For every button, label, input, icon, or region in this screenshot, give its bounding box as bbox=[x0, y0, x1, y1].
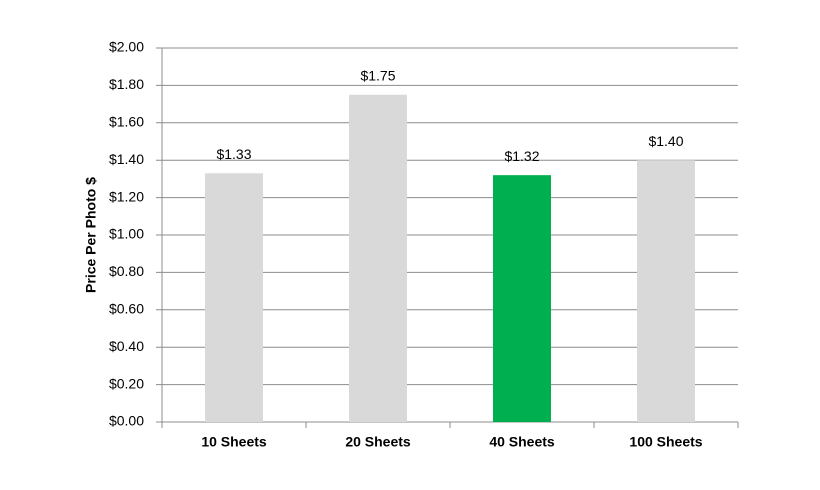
bar bbox=[349, 94, 407, 422]
x-tick-label: 100 Sheets bbox=[629, 434, 702, 450]
y-tick-label: $0.00 bbox=[109, 413, 144, 429]
value-label: $1.32 bbox=[504, 148, 539, 164]
y-tick-label: $1.20 bbox=[109, 188, 144, 204]
bar bbox=[637, 160, 695, 422]
y-tick-label: $0.20 bbox=[109, 375, 144, 391]
bar bbox=[493, 175, 551, 422]
y-tick-label: $1.80 bbox=[109, 76, 144, 92]
y-tick-label: $1.40 bbox=[109, 151, 144, 167]
bar bbox=[205, 173, 263, 422]
y-tick-label: $0.40 bbox=[109, 338, 144, 354]
x-tick-label: 40 Sheets bbox=[489, 434, 555, 450]
value-label: $1.33 bbox=[216, 146, 251, 162]
y-tick-label: $1.60 bbox=[109, 114, 144, 130]
y-tick-label: $0.60 bbox=[109, 301, 144, 317]
value-label: $1.75 bbox=[360, 67, 395, 83]
x-tick-label: 10 Sheets bbox=[201, 434, 267, 450]
y-tick-label: $2.00 bbox=[109, 39, 144, 55]
value-label: $1.40 bbox=[648, 133, 683, 149]
y-tick-label: $1.00 bbox=[109, 226, 144, 242]
y-tick-label: $0.80 bbox=[109, 263, 144, 279]
x-tick-label: 20 Sheets bbox=[345, 434, 411, 450]
y-axis-label: Price Per Photo $ bbox=[83, 177, 99, 293]
